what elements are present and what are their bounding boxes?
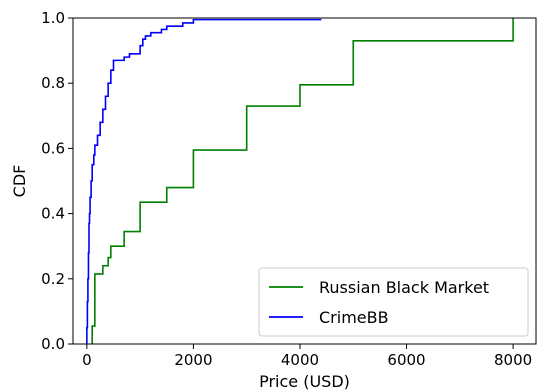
y-tick-label: 0.4	[41, 205, 65, 223]
legend: Russian Black Market CrimeBB	[258, 267, 529, 337]
x-tick-label: 0	[82, 351, 92, 369]
plot-lines	[86, 18, 514, 344]
legend-label: Russian Black Market	[319, 278, 489, 297]
y-tick-label: 1.0	[41, 9, 65, 27]
y-axis-title: CDF	[10, 165, 29, 198]
legend-box	[258, 267, 529, 337]
x-tick-label: 2000	[174, 351, 212, 369]
y-tick-label: 0.8	[41, 74, 65, 92]
series-line-crimebb	[86, 18, 322, 344]
x-tick-label: 8000	[494, 351, 532, 369]
y-tick-label: 0.2	[41, 270, 65, 288]
y-axis: 0.0 0.2 0.4 0.6 0.8 1.0	[41, 9, 73, 353]
y-tick-label: 0.6	[41, 139, 65, 157]
x-axis: 0 2000 4000 6000 8000	[82, 344, 532, 369]
y-tick-label: 0.0	[41, 335, 65, 353]
legend-label: CrimeBB	[319, 308, 389, 327]
plot-frame	[72, 17, 537, 345]
series-line-russian-black-market	[91, 18, 514, 344]
x-tick-label: 4000	[281, 351, 319, 369]
x-axis-title: Price (USD)	[259, 372, 350, 391]
x-tick-label: 6000	[387, 351, 425, 369]
